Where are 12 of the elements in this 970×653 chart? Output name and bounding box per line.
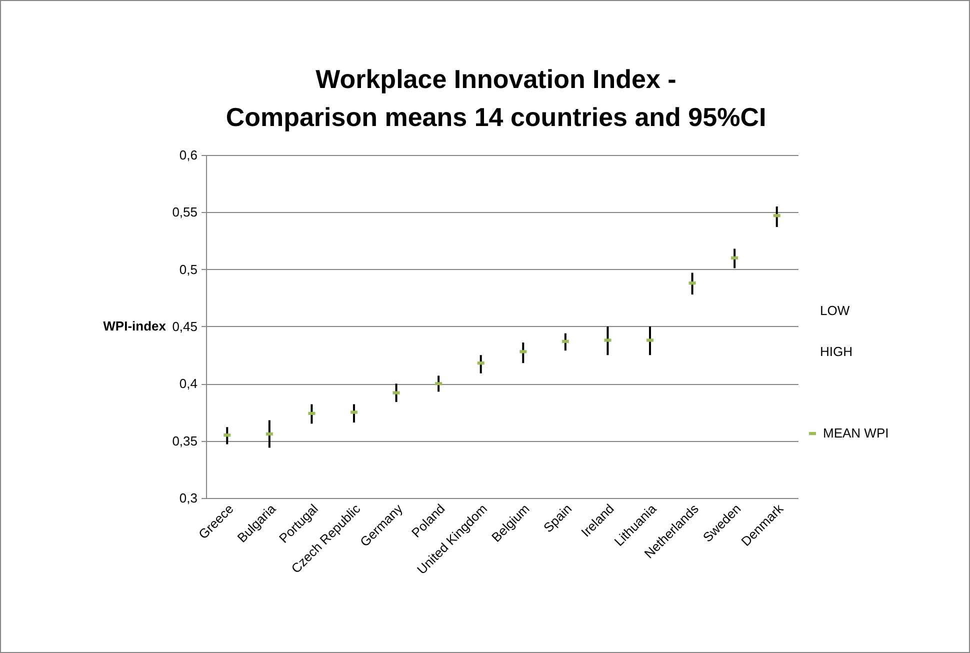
text: HIGH: [820, 344, 852, 359]
y-axis-title: WPI-index: [103, 318, 167, 334]
y-tick-label: 0,3: [179, 490, 198, 506]
y-tick-label: 0,6: [179, 148, 198, 162]
text: LOW: [820, 303, 850, 318]
y-tick-label: 0,45: [172, 319, 198, 334]
chart-title: Workplace Innovation Index - Comparison means 14 countries and 95%CI: [226, 64, 766, 132]
y-tick-label: 0,5: [179, 262, 198, 277]
y-tick-label: 0,4: [179, 376, 198, 392]
legend-label: MEAN WPI: [823, 426, 889, 440]
y-tick-label: 0,55: [172, 204, 198, 220]
y-tick-label: 0,35: [172, 433, 198, 448]
